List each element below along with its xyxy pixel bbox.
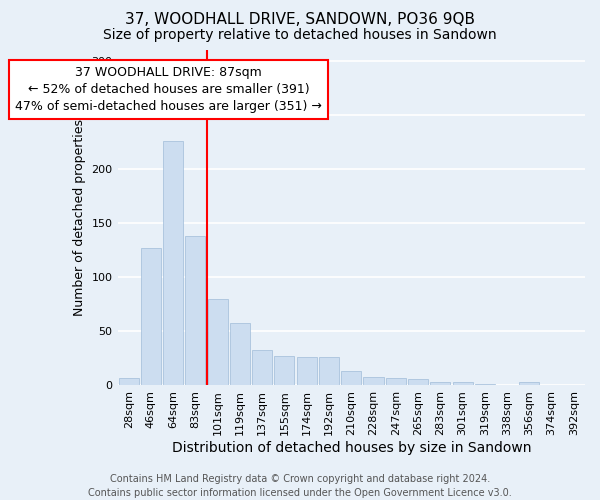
- Text: 37 WOODHALL DRIVE: 87sqm
← 52% of detached houses are smaller (391)
47% of semi-: 37 WOODHALL DRIVE: 87sqm ← 52% of detach…: [15, 66, 322, 113]
- Bar: [341, 372, 361, 386]
- Bar: [208, 299, 228, 386]
- Text: Contains HM Land Registry data © Crown copyright and database right 2024.
Contai: Contains HM Land Registry data © Crown c…: [88, 474, 512, 498]
- X-axis label: Distribution of detached houses by size in Sandown: Distribution of detached houses by size …: [172, 441, 531, 455]
- Bar: [408, 379, 428, 386]
- Bar: [119, 378, 139, 386]
- Bar: [141, 248, 161, 386]
- Bar: [297, 358, 317, 386]
- Bar: [386, 378, 406, 386]
- Bar: [520, 382, 539, 386]
- Bar: [252, 350, 272, 386]
- Bar: [230, 322, 250, 386]
- Bar: [274, 356, 295, 386]
- Text: 37, WOODHALL DRIVE, SANDOWN, PO36 9QB: 37, WOODHALL DRIVE, SANDOWN, PO36 9QB: [125, 12, 475, 28]
- Bar: [163, 141, 183, 386]
- Bar: [364, 377, 383, 386]
- Bar: [452, 382, 473, 386]
- Bar: [430, 382, 451, 386]
- Bar: [319, 358, 339, 386]
- Bar: [185, 236, 205, 386]
- Bar: [475, 384, 495, 386]
- Y-axis label: Number of detached properties: Number of detached properties: [73, 119, 86, 316]
- Text: Size of property relative to detached houses in Sandown: Size of property relative to detached ho…: [103, 28, 497, 42]
